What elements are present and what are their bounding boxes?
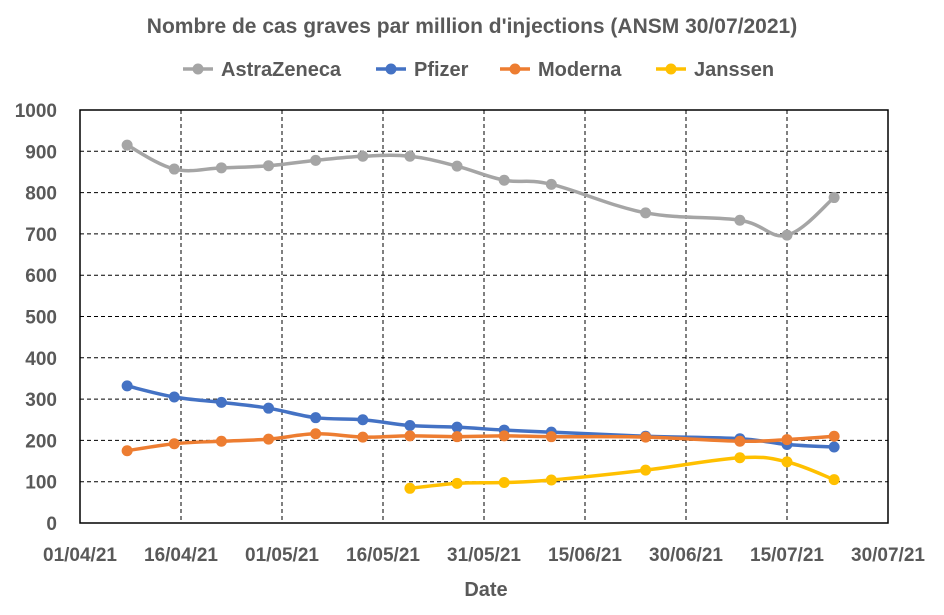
data-point-janssen [545,474,557,486]
x-tick-label: 16/04/21 [144,545,218,566]
y-tick-label: 900 [25,142,57,163]
data-point-janssen [451,477,463,489]
data-point-astrazeneca [828,192,840,204]
legend-marker-janssen [665,63,677,75]
data-point-moderna [781,434,793,446]
data-point-pfizer [215,396,227,408]
y-tick-label: 700 [25,225,57,246]
x-axis-title: Date [464,579,507,601]
data-point-astrazeneca [781,229,793,241]
x-tick-label: 01/04/21 [43,545,117,566]
series-line-astrazeneca [125,143,836,238]
series-line-janssen [408,455,836,491]
data-point-pfizer [310,412,322,424]
data-point-moderna [310,428,322,440]
legend-marker-astrazeneca [192,63,204,75]
plot-area-border [79,109,889,524]
y-tick-label: 400 [25,349,57,370]
x-tick-label: 30/06/21 [649,545,723,566]
gridlines [80,110,888,523]
series-line-moderna [125,432,836,453]
data-point-astrazeneca [168,163,180,175]
x-tick-label: 15/06/21 [548,545,622,566]
data-point-janssen [640,464,652,476]
y-axis-tick-labels: 0 100 200 300 400 500 600 700 800 900 1000 [15,101,57,535]
legend-marker-moderna [509,63,521,75]
x-tick-label: 31/05/21 [447,545,521,566]
data-point-astrazeneca [734,214,746,226]
data-point-moderna [498,430,510,442]
x-axis-tick-labels: 01/04/21 16/04/21 01/05/21 16/05/21 31/05/21… [43,545,925,566]
data-point-pfizer [121,380,133,392]
y-tick-label: 600 [25,266,57,287]
data-point-moderna [451,431,463,443]
legend-label-pfizer: Pfizer [414,59,469,81]
data-point-janssen [404,482,416,494]
data-point-moderna [168,438,180,450]
legend-item-janssen: Janssen [656,59,774,81]
y-tick-label: 500 [25,308,57,329]
series-janssen [404,452,840,494]
data-point-janssen [498,477,510,489]
data-point-moderna [215,435,227,447]
y-tick-label: 1000 [15,101,57,122]
legend-label-janssen: Janssen [694,59,774,81]
x-tick-label: 01/05/21 [245,545,319,566]
legend-item-pfizer: Pfizer [376,59,469,81]
data-point-moderna [404,430,416,442]
legend-label-moderna: Moderna [538,59,622,81]
x-tick-label: 30/07/21 [851,545,925,566]
series-moderna [121,428,840,457]
data-point-astrazeneca [121,139,133,151]
data-point-pfizer [357,414,369,426]
data-point-astrazeneca [357,150,369,162]
data-point-janssen [734,452,746,464]
x-tick-label: 16/05/21 [346,545,420,566]
data-point-pfizer [828,441,840,453]
legend: AstraZeneca Pfizer Moderna Janssen [183,59,774,81]
data-point-janssen [828,474,840,486]
data-point-astrazeneca [310,154,322,166]
data-point-moderna [263,433,275,445]
legend-item-astrazeneca: AstraZeneca [183,59,342,81]
data-point-moderna [121,445,133,457]
chart-title: Nombre de cas graves par million d'injec… [147,15,797,38]
legend-item-moderna: Moderna [500,59,622,81]
data-point-astrazeneca [215,162,227,174]
y-tick-label: 0 [46,514,57,535]
data-point-pfizer [168,391,180,403]
y-tick-label: 100 [25,473,57,494]
data-point-moderna [734,435,746,447]
x-tick-label: 15/07/21 [750,545,824,566]
series-layer [121,139,840,494]
data-point-astrazeneca [451,160,463,172]
data-point-janssen [781,456,793,468]
data-point-pfizer [451,421,463,433]
data-point-astrazeneca [498,174,510,186]
data-point-astrazeneca [263,160,275,172]
legend-label-astrazeneca: AstraZeneca [221,59,342,81]
data-point-pfizer [404,420,416,432]
legend-marker-pfizer [385,63,397,75]
data-point-astrazeneca [545,178,557,190]
data-point-moderna [640,431,652,443]
data-point-astrazeneca [640,207,652,219]
series-astrazeneca [121,139,840,241]
y-tick-label: 800 [25,184,57,205]
y-tick-label: 200 [25,431,57,452]
data-point-moderna [828,430,840,442]
data-point-pfizer [263,402,275,414]
data-point-moderna [545,431,557,443]
data-point-moderna [357,431,369,443]
series-line-pfizer [125,384,836,449]
y-tick-label: 300 [25,390,57,411]
data-point-astrazeneca [404,150,416,162]
